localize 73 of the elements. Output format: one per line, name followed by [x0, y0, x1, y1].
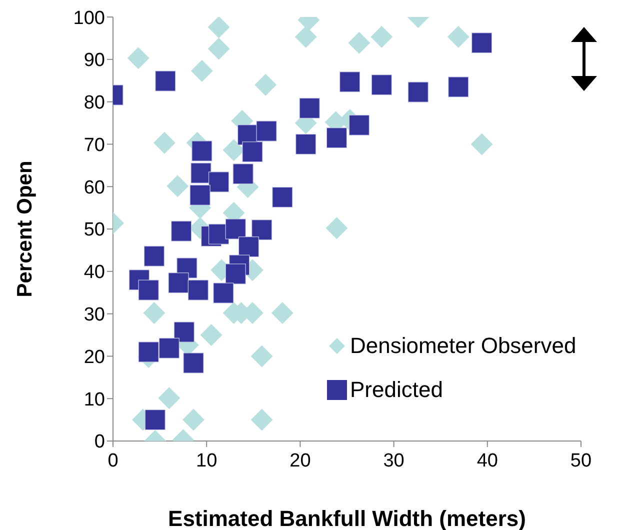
- point: [225, 218, 246, 240]
- point: [174, 322, 194, 342]
- y-tick-label: 80: [84, 92, 105, 114]
- y-tick-label: 50: [84, 220, 105, 241]
- point: [144, 246, 164, 266]
- point: [272, 186, 293, 208]
- point: [208, 17, 230, 38]
- point: [158, 387, 180, 410]
- point: [470, 133, 493, 156]
- point: [238, 236, 260, 258]
- point: [188, 280, 208, 300]
- point: [448, 76, 469, 98]
- y-tick-label: 10: [84, 389, 105, 410]
- x-tick-label: 50: [570, 450, 592, 472]
- point: [190, 162, 212, 184]
- point: [370, 26, 393, 48]
- y-tick-label: 90: [84, 50, 105, 72]
- point: [471, 32, 492, 54]
- y-tick-label: 70: [84, 134, 105, 156]
- point: [232, 164, 254, 184]
- point: [340, 72, 360, 92]
- point: [299, 98, 320, 118]
- point: [256, 120, 277, 142]
- y-tick-label: 20: [84, 346, 105, 368]
- point: [252, 220, 272, 240]
- point: [190, 184, 210, 206]
- y-tick-label: 0: [94, 432, 105, 453]
- legend-label: Predicted: [350, 377, 443, 403]
- point: [225, 264, 246, 284]
- point: [408, 82, 428, 102]
- point: [127, 47, 150, 70]
- y-tick-label: 100: [73, 8, 105, 29]
- point: [192, 140, 212, 162]
- point: [296, 134, 316, 154]
- point: [153, 132, 176, 154]
- point: [208, 38, 230, 60]
- point: [143, 302, 166, 324]
- legend-label: Densiometer Observed: [350, 333, 576, 359]
- point: [254, 74, 277, 96]
- y-tick-label: 40: [84, 262, 105, 284]
- point: [144, 410, 166, 430]
- point: [168, 272, 189, 294]
- x-tick-label: 40: [476, 450, 498, 472]
- point: [166, 175, 189, 198]
- point: [155, 70, 176, 92]
- point: [326, 217, 348, 240]
- point: [208, 172, 230, 192]
- point: [190, 60, 213, 82]
- point: [171, 220, 192, 242]
- point: [250, 345, 273, 368]
- point: [183, 352, 204, 374]
- x-tick-label: 30: [383, 450, 404, 472]
- point: [271, 302, 294, 324]
- point: [138, 342, 159, 362]
- x-tick-label: 20: [290, 450, 311, 472]
- point: [182, 408, 204, 431]
- y-axis-title: Percent Open: [13, 160, 36, 298]
- point: [371, 74, 392, 96]
- point: [326, 128, 348, 148]
- point: [447, 26, 470, 48]
- point: [158, 338, 180, 358]
- x-tick-label: 10: [196, 450, 218, 472]
- point: [250, 408, 273, 431]
- x-tick-label: 0: [108, 450, 118, 472]
- point: [294, 26, 317, 48]
- point: [242, 142, 263, 162]
- point: [138, 280, 159, 300]
- point: [348, 32, 370, 54]
- point: [200, 324, 222, 346]
- point: [348, 114, 370, 136]
- point: [213, 282, 234, 304]
- y-tick-label: 60: [84, 177, 105, 198]
- y-tick-label: 30: [84, 304, 105, 326]
